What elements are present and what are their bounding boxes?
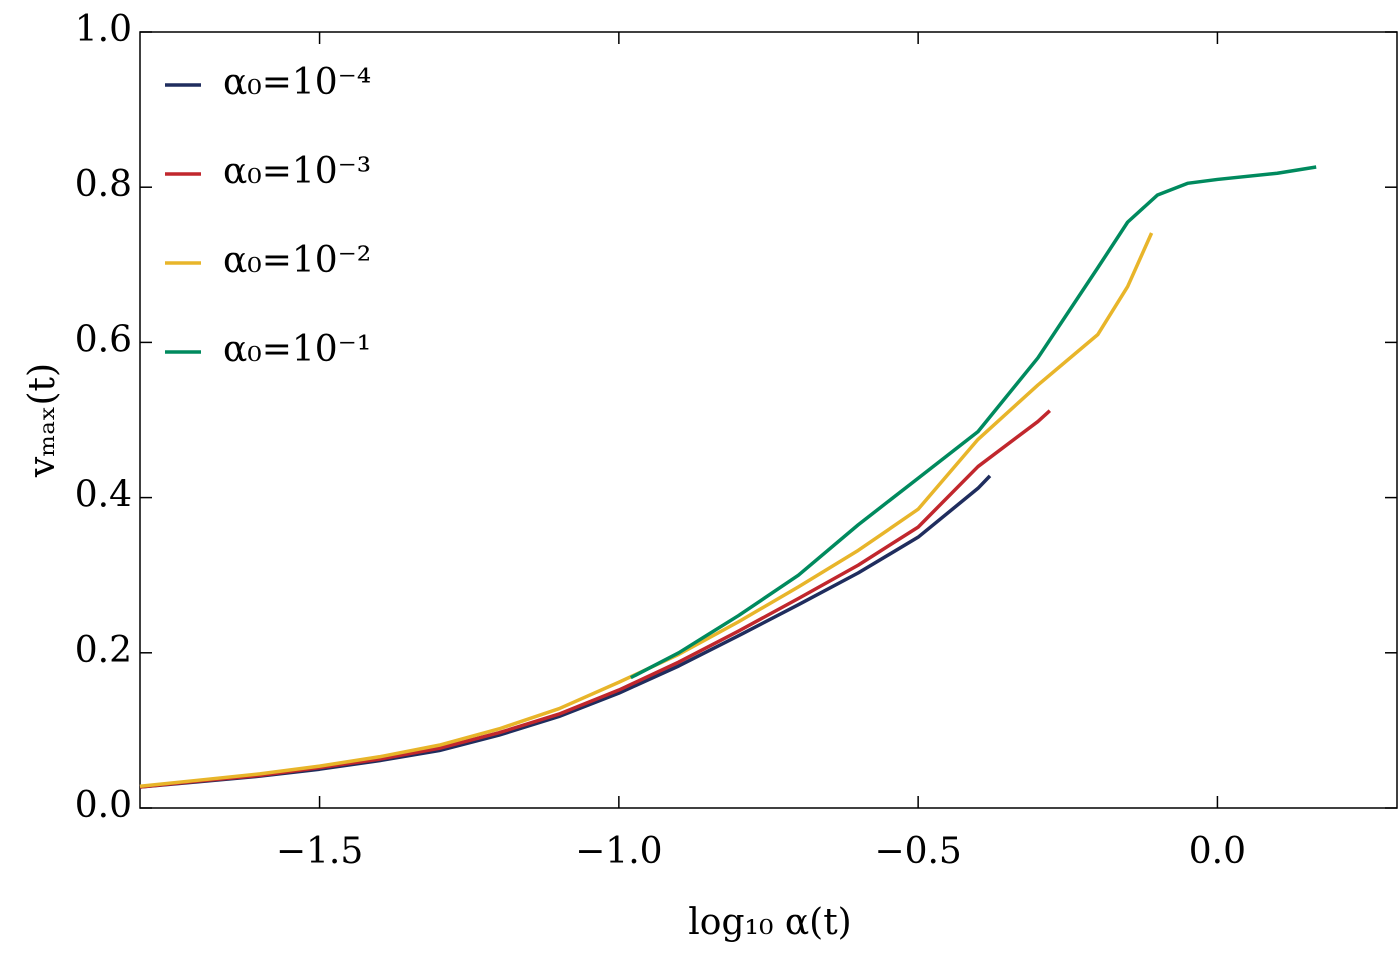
x-axis-label: log₁₀ α(t) <box>688 902 851 943</box>
y-tick-label: 0.4 <box>75 475 132 516</box>
x-tick-label: 0.0 <box>1189 831 1246 872</box>
series-line <box>139 232 1154 789</box>
y-axis-label: vₘₐₓ(t) <box>22 363 63 478</box>
x-tick-label: −0.5 <box>874 831 961 872</box>
legend-label: α₀=10⁻¹ <box>223 329 371 370</box>
legend-label: α₀=10⁻⁴ <box>223 62 371 103</box>
legend-label: α₀=10⁻³ <box>223 151 371 192</box>
x-tick-label: −1.5 <box>276 831 363 872</box>
y-tick-label: 0.2 <box>75 630 132 671</box>
plot-frame <box>139 31 1398 809</box>
y-tick-label: 0.8 <box>75 164 132 205</box>
y-tick-label: 0.6 <box>75 319 132 360</box>
series-line <box>630 165 1317 680</box>
x-tick-label: −1.0 <box>575 831 662 872</box>
series-line <box>139 409 1052 789</box>
y-tick-label: 1.0 <box>75 9 132 50</box>
y-tick-label: 0.0 <box>75 785 132 826</box>
legend-label: α₀=10⁻² <box>223 240 371 281</box>
